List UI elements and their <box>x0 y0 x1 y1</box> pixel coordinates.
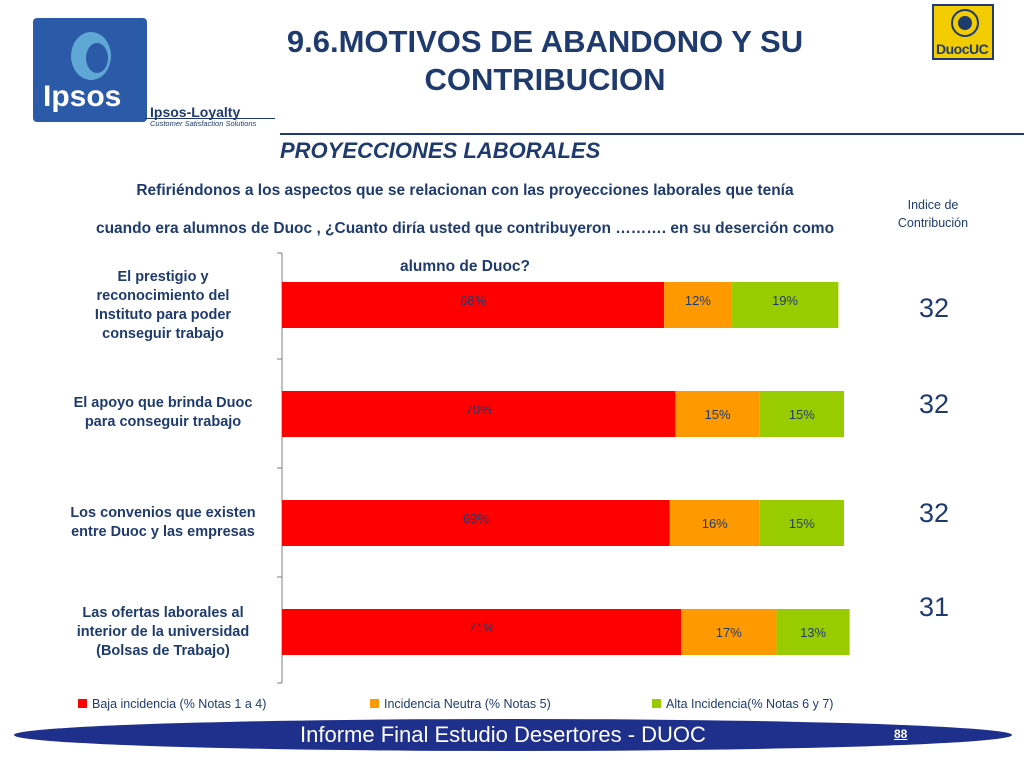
ipsos-loyalty-text: Ipsos-Loyalty <box>150 104 241 120</box>
bar-value-label: 19% <box>772 293 798 308</box>
category-label: Las ofertas laborales al interior de la u… <box>48 604 278 661</box>
page-title-line2: CONTRIBUCION <box>424 62 666 97</box>
duoc-shield-icon <box>951 9 979 37</box>
page-number: 88 <box>894 727 908 741</box>
bar-segment-3-row-4 <box>776 609 850 655</box>
bar-segment-1-row-1 <box>282 282 665 328</box>
bar-value-label: 70% <box>466 402 492 417</box>
ipsos-logo: Ipsos <box>33 18 147 122</box>
footer-banner <box>14 719 1012 751</box>
ipsos-head-icon <box>71 32 111 80</box>
question-line1: Refiriéndonos a los aspectos que se rela… <box>136 182 794 199</box>
ipsos-loyalty-subtext: Customer Satisfaction Solutions <box>150 119 257 128</box>
bar-segment-3-row-1 <box>731 282 839 328</box>
bar-value-label: 71% <box>468 620 494 635</box>
bar-segment-2-row-3 <box>669 500 760 546</box>
duoc-logo-text: DuocUC <box>936 41 989 57</box>
bar-value-label: 15% <box>789 516 815 531</box>
bar-value-label: 68% <box>460 293 486 308</box>
bar-segment-1-row-3 <box>282 500 670 546</box>
bar-segment-1-row-2 <box>282 391 676 437</box>
category-label-line: para conseguir trabajo <box>84 414 242 430</box>
category-label-line: entre Duoc y las empresas <box>71 524 255 540</box>
category-label: El prestigio y reconocimiento del Institut… <box>48 268 278 344</box>
page-title-line1: 9.6.MOTIVOS DE ABANDONO Y SU <box>286 24 804 59</box>
chart-legend: Baja incidencia (% Notas 1 a 4) Incidenci… <box>78 697 938 713</box>
category-label-line: El prestigio y <box>117 269 209 285</box>
index-header: Indice de Contribución <box>888 196 978 232</box>
footer-text: Informe Final Estudio Desertores - DUOC <box>300 722 706 747</box>
loyalty-divider <box>145 118 275 119</box>
contribution-index-value: 32 <box>918 498 950 528</box>
section-subtitle: PROYECCIONES LABORALES <box>280 138 601 163</box>
category-label-line: Los convenios que existen <box>70 505 256 521</box>
bar-value-label: 12% <box>685 293 711 308</box>
survey-question: Refiriéndonos a los aspectos que se rela… <box>52 172 878 286</box>
bar-segment-3-row-3 <box>759 500 844 546</box>
legend-swatch <box>652 699 661 708</box>
category-label-line: interior de la universidad <box>76 623 250 640</box>
title-divider <box>280 133 1024 135</box>
bar-value-label: 13% <box>800 625 826 640</box>
category-label-line: reconocimiento del <box>96 288 230 304</box>
question-line2: cuando era alumnos de Duoc , ¿Cuanto dir… <box>95 220 835 237</box>
category-label: El apoyo que brinda Duoc para conseguir t… <box>48 394 278 432</box>
index-header-line1: Indice de <box>907 198 959 212</box>
legend-label: Alta Incidencia(% Notas 6 y 7) <box>666 697 834 711</box>
legend-item: Baja incidencia (% Notas 1 a 4) <box>78 697 266 711</box>
duoc-logo: DuocUC <box>932 4 994 60</box>
legend-swatch <box>78 699 87 708</box>
bar-segment-3-row-2 <box>759 391 844 437</box>
index-header-line2: Contribución <box>897 216 969 230</box>
legend-label: Baja incidencia (% Notas 1 a 4) <box>92 697 267 711</box>
legend-item: Alta Incidencia(% Notas 6 y 7) <box>652 697 833 711</box>
category-label: Los convenios que existen entre Duoc y la… <box>48 504 278 542</box>
ipsos-logo-text: Ipsos <box>43 80 122 113</box>
legend-item: Incidencia Neutra (% Notas 5) <box>370 697 551 711</box>
bar-value-label: 17% <box>716 625 742 640</box>
contribution-index-value: 32 <box>918 293 950 323</box>
category-label-line: Las ofertas laborales al <box>82 604 244 621</box>
page-title: 9.6.MOTIVOS DE ABANDONO Y SU CONTRIBUCIO… <box>230 23 860 99</box>
question-line3: alumno de Duoc? <box>399 258 531 275</box>
category-label-line: Instituto para poder <box>94 307 232 323</box>
bar-value-label: 15% <box>789 407 815 422</box>
bar-segment-1-row-4 <box>282 609 682 655</box>
category-label-line: (Bolsas de Trabajo) <box>96 642 230 659</box>
bar-value-label: 16% <box>702 516 728 531</box>
category-label-line: El apoyo que brinda Duoc <box>73 395 253 411</box>
bar-segment-2-row-2 <box>675 391 760 437</box>
legend-swatch <box>370 699 379 708</box>
bar-segment-2-row-4 <box>681 609 777 655</box>
contribution-index-value: 32 <box>918 389 950 419</box>
bar-segment-2-row-1 <box>664 282 732 328</box>
bar-value-label: 15% <box>705 407 731 422</box>
bar-value-label: 69% <box>463 511 489 526</box>
category-label-line: conseguir trabajo <box>102 326 224 342</box>
legend-label: Incidencia Neutra (% Notas 5) <box>384 697 551 711</box>
contribution-index-value: 31 <box>918 592 950 622</box>
